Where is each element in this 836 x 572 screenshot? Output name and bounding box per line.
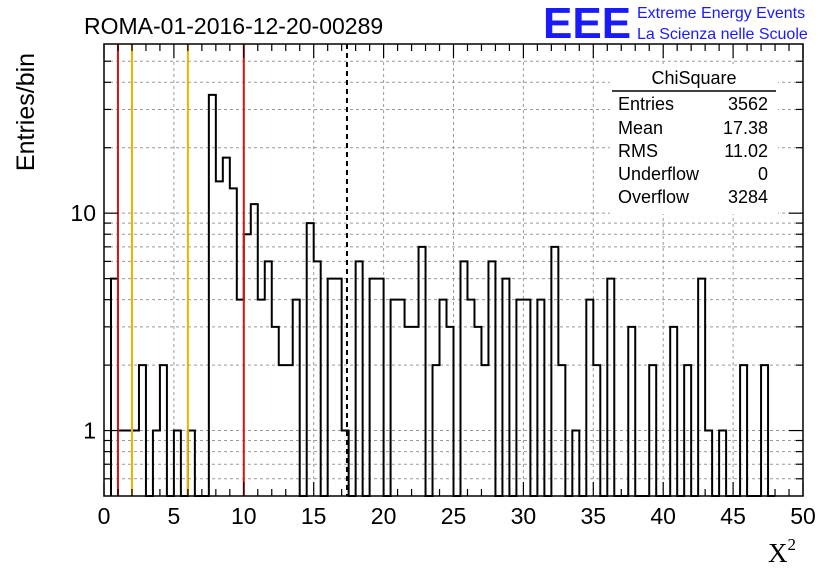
x-axis-label: X2 [768,535,796,568]
histogram-bin [516,300,523,496]
x-tick-label: 5 [168,503,181,529]
histogram-bin [537,300,544,496]
histogram-bin [293,300,300,496]
stats-value-mean: 17.38 [723,118,768,138]
histogram-bin [251,204,258,496]
logo-mark: EEE [543,0,631,48]
x-tick-label: 15 [301,503,327,529]
histogram-bin [377,279,384,496]
x-tick-label: 30 [511,503,537,529]
logo-line-2: La Scienza nelle Scuole [637,26,808,43]
stats-label-overflow: Overflow [618,187,690,207]
histogram-bin [670,327,677,496]
histogram-bin [307,223,314,496]
histogram-bin [405,327,412,496]
stats-value-underflow: 0 [758,164,768,184]
histogram-bin [628,327,635,496]
eee-logo: EEE Extreme Energy Events La Scienza nel… [543,0,808,48]
stats-label-rms: RMS [618,141,658,161]
histogram-bin [398,300,405,496]
y-tick-label: 1 [83,418,96,444]
tick-labels: 0 5 10 15 20 25 30 35 40 45 50 1 10 [70,200,815,529]
histogram-bin [356,261,363,496]
histogram-bin [391,300,398,496]
histogram-bin [328,279,335,496]
x-tick-label: 45 [720,503,746,529]
stats-value-entries: 3562 [728,94,768,114]
histogram-bin [209,95,216,496]
x-tick-label: 50 [790,503,816,529]
stats-label-entries: Entries [618,94,674,114]
histogram-bin [488,261,495,496]
histogram-bin [467,300,474,496]
chart-title: ROMA-01-2016-12-20-00289 [84,13,383,39]
x-tick-label: 0 [98,503,111,529]
histogram-bin [440,300,447,496]
histogram-bin [698,279,705,496]
stats-value-rms: 11.02 [724,141,768,161]
x-axis-label-main: X [768,538,788,568]
x-tick-label: 20 [371,503,397,529]
histogram-bin [447,327,454,496]
histogram-bin [419,247,426,496]
histogram-bin [111,279,118,496]
stats-label-underflow: Underflow [618,164,700,184]
stats-label-mean: Mean [618,118,663,138]
histogram-bin [216,181,223,496]
histogram-bin [237,300,244,496]
histogram-bin [265,261,272,496]
histogram-bin [523,300,530,496]
histogram-bin [607,279,614,496]
stats-box-background [610,64,778,214]
histogram-bin [370,279,377,496]
histogram-bin [258,300,265,496]
x-tick-label: 10 [231,503,257,529]
x-tick-label: 35 [581,503,607,529]
histogram-bin [551,247,558,496]
stats-title: ChiSquare [651,68,736,88]
histogram-bin [272,327,279,496]
x-tick-label: 25 [441,503,467,529]
x-tick-label: 40 [650,503,676,529]
histogram-bin [335,279,342,496]
y-axis-label: Entries/bin [12,53,40,171]
stats-value-overflow: 3284 [728,187,768,207]
histogram-bin [460,261,467,496]
axes [103,43,804,497]
reference-lines [116,44,348,496]
histogram-bin [586,300,593,496]
histogram-bin [474,327,481,496]
histogram-bin [412,327,419,496]
logo-line-1: Extreme Energy Events [637,5,805,22]
y-tick-label: 10 [70,200,96,226]
histogram-bin [502,279,509,496]
x-axis-label-sup: 2 [788,535,797,554]
histogram-bin [314,261,321,496]
stats-box: ChiSquare Entries 3562 Mean 17.38 RMS 11… [610,64,778,214]
